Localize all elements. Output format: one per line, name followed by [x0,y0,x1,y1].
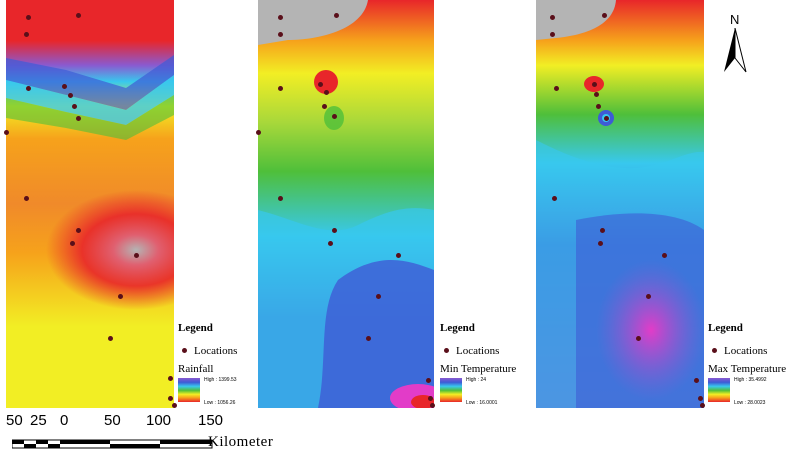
location-marker [602,13,607,18]
scale-bar-graphic [12,439,213,449]
low-value-label: Low : 16.0001 [466,400,498,406]
locations-label: Locations [456,345,500,357]
location-marker [118,294,123,299]
max-temperature-surface [536,0,704,408]
locations-label: Locations [724,345,768,357]
location-marker [318,82,323,87]
location-marker [278,32,283,37]
location-marker [172,403,177,408]
color-ramp [178,378,200,402]
location-marker [334,13,339,18]
location-marker [594,92,599,97]
high-value-label: High : 24 [466,377,487,383]
low-value-label: Low : 28.0023 [734,400,766,406]
location-marker [698,396,703,401]
rainfall-surface [6,0,174,408]
location-marker [598,241,603,246]
location-marker [134,253,139,258]
locations-label: Locations [194,345,238,357]
location-marker [426,378,431,383]
location-marker [550,32,555,37]
variable-name: Min Temperature [440,363,517,375]
location-marker [76,13,81,18]
location-dot-symbol [712,348,717,354]
variable-name: Max Temperature [708,363,787,375]
location-marker [596,104,601,109]
location-marker [552,196,557,201]
location-dot-symbol [444,348,449,354]
scale-tick-label: 50 [6,412,23,429]
location-marker [332,228,337,233]
min-temperature-surface [258,0,434,408]
variable-name: Rainfall [178,363,214,375]
color-ramp [440,378,462,402]
location-marker [396,253,401,258]
location-marker [328,241,333,246]
location-marker [636,336,641,341]
location-marker [72,104,77,109]
scale-tick-label: 25 [30,412,47,429]
scale-tick-label: 100 [146,412,172,429]
legend-title: Legend [708,322,743,334]
location-marker [26,86,31,91]
locations-legend-entry: Locations [178,345,237,357]
location-marker [694,378,699,383]
low-value-label: Low : 1056.26 [204,400,236,406]
location-marker [600,228,605,233]
north-arrow: N [722,12,748,73]
color-ramp [708,378,730,402]
location-marker [278,15,283,20]
location-dot-symbol [182,348,187,354]
location-marker [4,130,9,135]
location-marker [604,116,609,121]
location-marker [70,241,75,246]
location-marker [26,15,31,20]
location-marker [324,90,329,95]
min-temperature-map-panel [256,0,435,408]
location-marker [24,32,29,37]
north-label: N [730,12,740,27]
location-marker [278,196,283,201]
location-marker [168,396,173,401]
location-marker [700,403,705,408]
location-marker [76,116,81,121]
legend-title: Legend [178,322,213,334]
location-marker [550,15,555,20]
location-marker [168,376,173,381]
location-marker [76,228,81,233]
max-temperature-map-panel [536,0,705,408]
location-marker [376,294,381,299]
location-marker [62,84,67,89]
location-marker [256,130,261,135]
location-marker [430,403,435,408]
location-marker [662,253,667,258]
location-marker [24,196,29,201]
location-marker [366,336,371,341]
location-marker [554,86,559,91]
location-marker [108,336,113,341]
location-marker [68,93,73,98]
rainfall-map-panel [4,0,177,408]
locations-legend-entry: Locations [440,345,499,357]
location-marker [278,86,283,91]
location-marker [592,82,597,87]
scale-tick-label: 0 [60,412,69,429]
location-marker [332,114,337,119]
scale-tick-label: 50 [104,412,121,429]
location-marker [322,104,327,109]
location-marker [428,396,433,401]
scale-unit-label: Kilometer [208,434,274,450]
north-arrow-icon [724,28,747,73]
legend-title: Legend [440,322,475,334]
location-marker [646,294,651,299]
locations-legend-entry: Locations [708,345,767,357]
scale-tick-label: 150 [198,412,224,429]
high-value-label: High : 35.4992 [734,377,767,383]
high-value-label: High : 1399.53 [204,377,237,383]
